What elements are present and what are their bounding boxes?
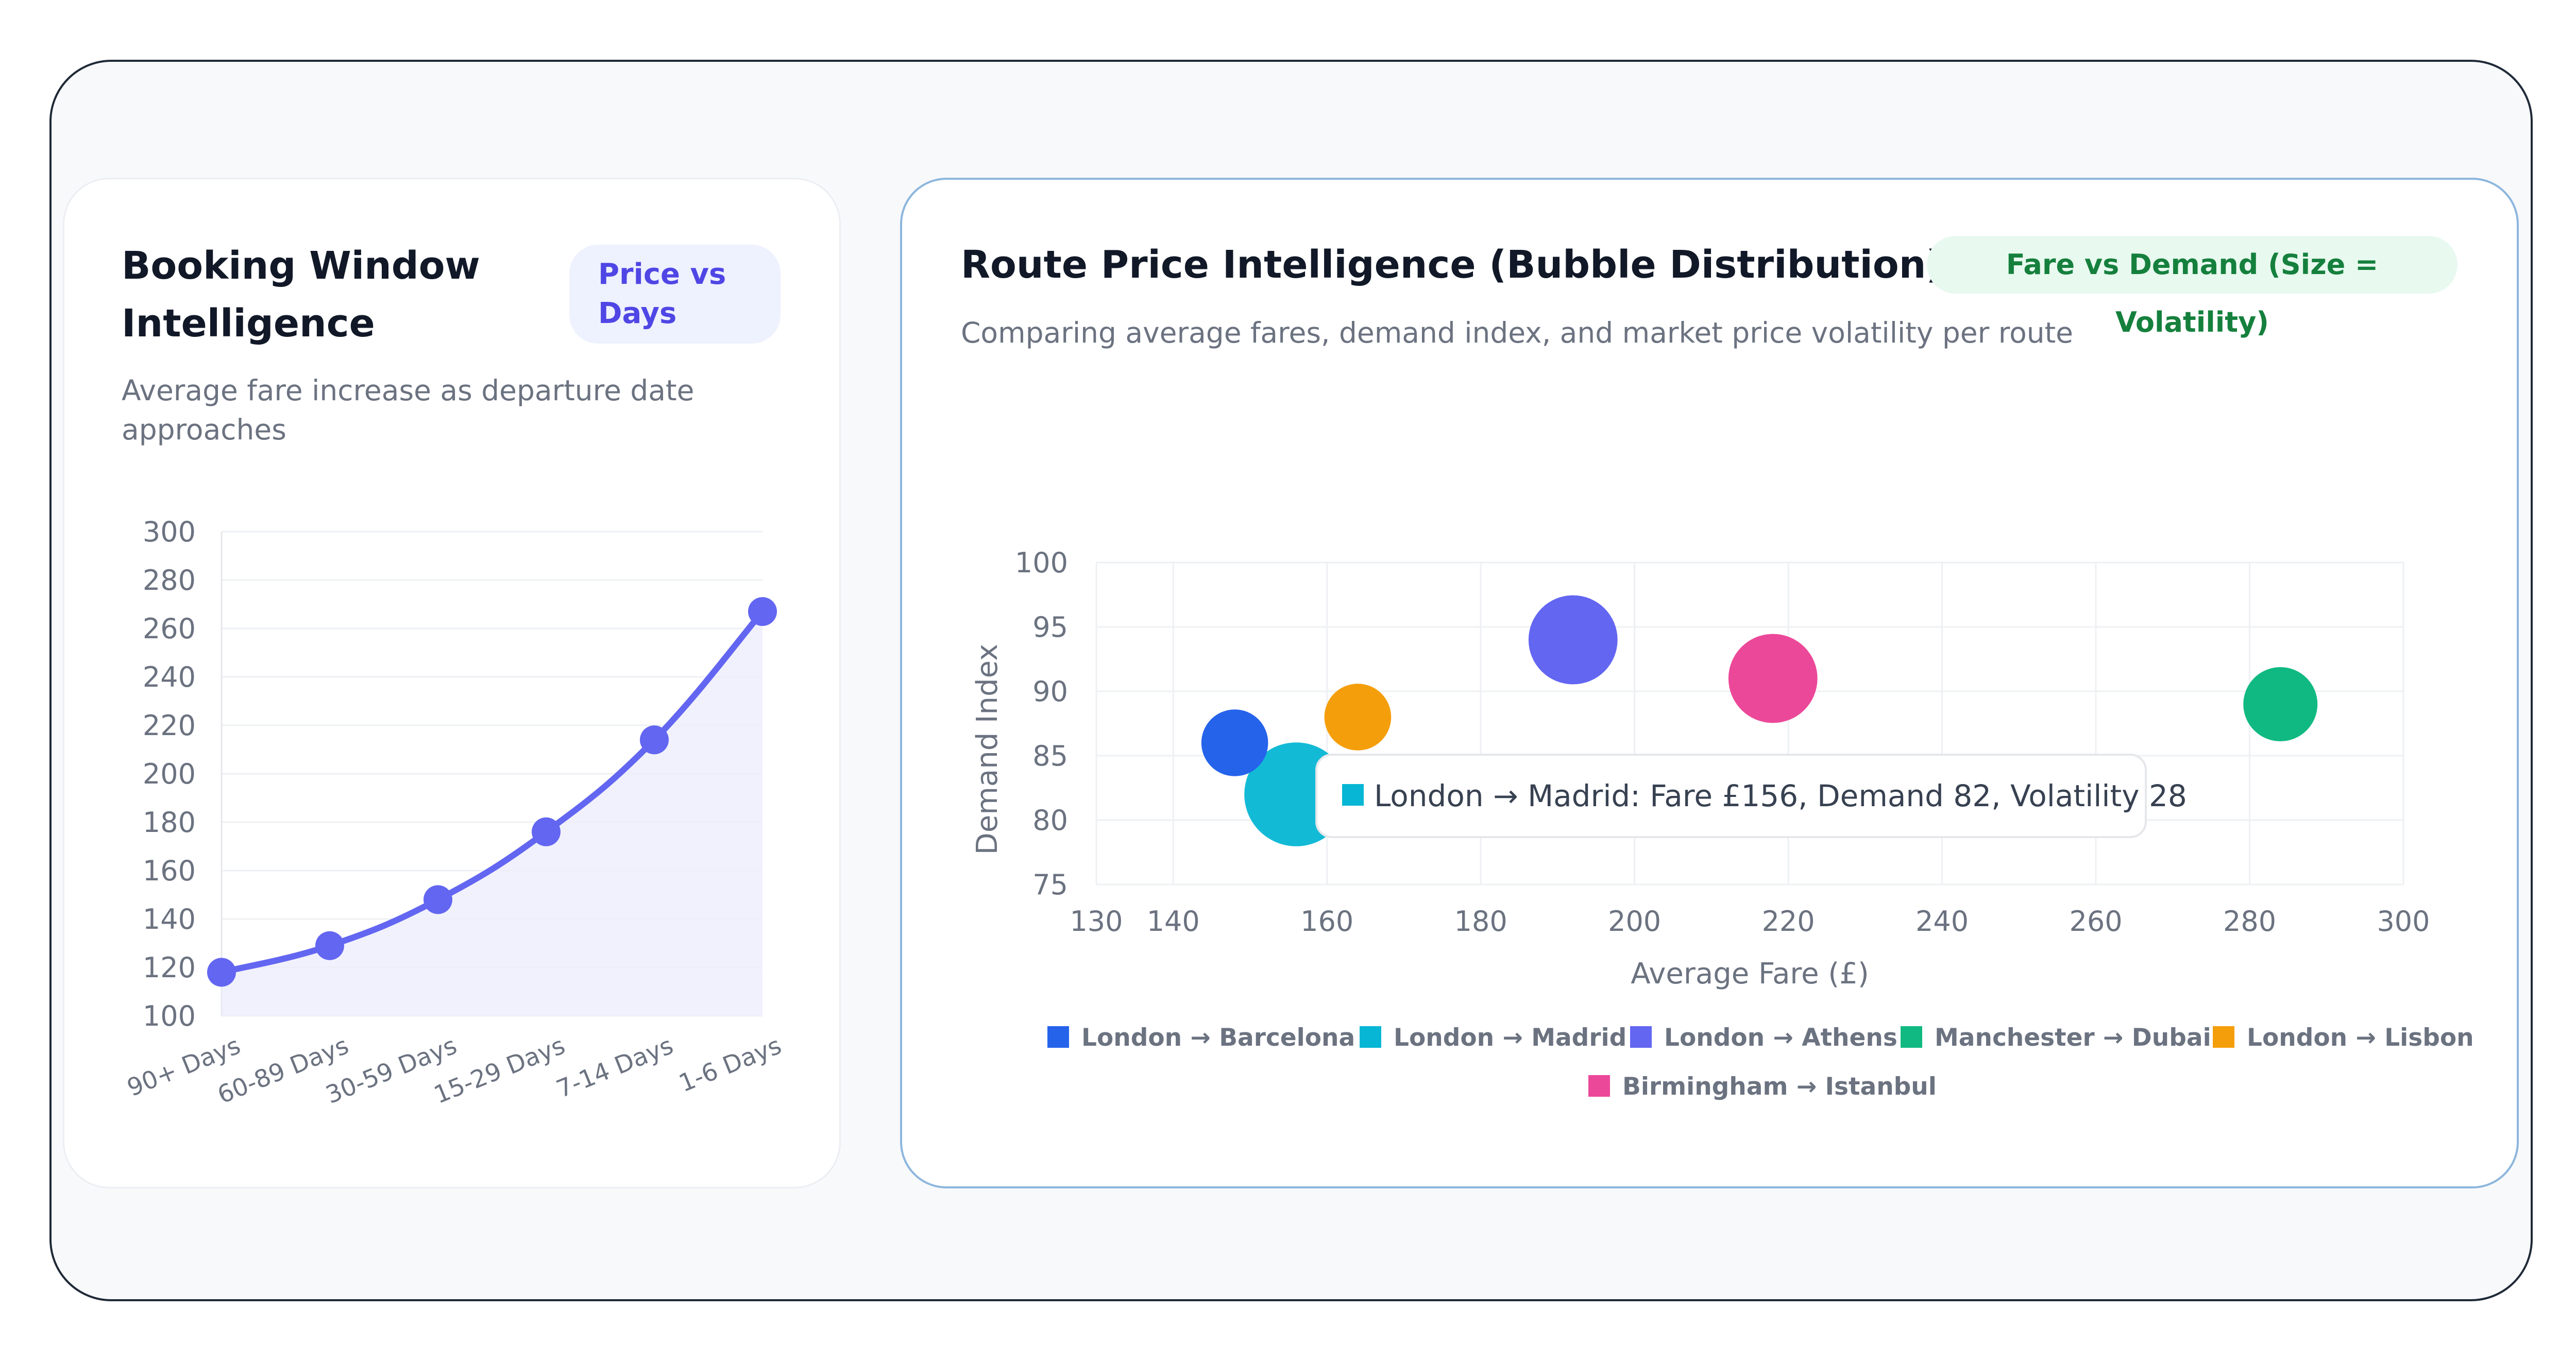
legend-label: London → Madrid [1394,1024,1626,1052]
bubble-chart-legend: London → Barcelona London → Madrid London … [1047,1024,2474,1101]
tooltip-text: London → Madrid: Fare £156, Demand 82, V… [1374,778,2187,813]
line-chart-y-tick: 200 [143,758,196,790]
line-chart-y-tick: 220 [143,709,196,742]
route-price-title: Route Price Intelligence (Bubble Distrib… [961,243,1944,287]
legend-label: London → Athens [1664,1024,1897,1052]
price-vs-days-badge-line2: Days [598,297,677,330]
price-vs-days-badge-line1: Price vs [598,258,726,291]
tooltip-box [1315,754,2147,838]
bubble-chart-x-tick: 130 [1070,905,1123,938]
booking-window-title: Booking Window Intelligence [122,237,480,352]
line-chart-point [315,931,344,960]
line-chart-y-tick: 300 [143,516,196,548]
legend-swatch [1047,1026,1069,1048]
route-price-bubble-chart: 130 140 160 180 200 220 240 260 280 300 75 80 85 90 95… [971,547,2474,1101]
line-chart-point [532,817,561,846]
bubble-chart-x-tick: 280 [2223,905,2276,938]
legend-label: London → Lisbon [2247,1024,2474,1052]
bubble-chart-x-axis-title: Average Fare (£) [1631,957,1869,991]
line-chart-area [222,611,762,1016]
bubble-chart-x-tick: 260 [2070,905,2123,938]
bubble-chart-y-axis-title: Demand Index [971,644,1004,855]
line-chart-y-tick: 260 [143,613,196,645]
bubble-chart-bubble [1528,595,1618,685]
line-chart-x-tick: 7-14 Days [552,1031,677,1103]
booking-window-title-line2: Intelligence [122,301,375,346]
legend-label: London → Barcelona [1081,1024,1355,1052]
bubble-chart-y-tick: 90 [1032,675,1068,708]
bubble-chart-bubble [1201,709,1268,776]
line-chart-point [207,958,236,987]
booking-window-subtitle-line2: approaches [122,413,286,446]
bubble-chart-y-tick: 95 [1032,611,1068,643]
bubble-chart-bubble [2243,667,2318,741]
line-chart-y-tick: 100 [143,1000,196,1032]
fare-vs-demand-badge: Fare vs Demand (Size = Volatility) [1927,236,2458,338]
legend-label: Birmingham → Istanbul [1622,1073,1937,1101]
tooltip-swatch [1340,782,1366,808]
booking-window-subtitle-line1: Average fare increase as departure date [122,374,694,407]
bubble-chart-y-tick: 80 [1032,804,1068,837]
bubble-chart-x-tick: 200 [1608,905,1661,938]
line-chart-x-tick: 1-6 Days [675,1031,785,1098]
route-price-subtitle: Comparing average fares, demand index, a… [961,316,2074,349]
line-chart-y-tick: 240 [143,661,196,693]
line-chart-point [748,597,777,626]
legend-swatch [1901,1026,1922,1048]
line-chart-point [423,885,452,914]
line-chart-y-tick: 280 [143,564,196,597]
line-chart-y-tick: 120 [143,951,196,984]
legend-swatch [1630,1026,1652,1048]
bubble-chart-tooltip: London → Madrid: Fare £156, Demand 82, V… [1315,754,2187,838]
price-vs-days-badge: Price vs Days [569,245,781,344]
line-chart-y-tick: 180 [143,806,196,839]
bubble-chart-x-tick: 300 [2377,905,2430,938]
line-chart-y-tick: 160 [143,855,196,887]
legend-label: Manchester → Dubai [1935,1024,2211,1052]
legend-swatch [1588,1075,1610,1097]
bubble-chart-bubble [1324,684,1392,751]
bubble-chart-x-tick: 140 [1147,905,1200,938]
legend-swatch [1360,1026,1381,1048]
line-chart-point [640,725,669,755]
bubble-chart-y-tick: 75 [1032,869,1068,901]
line-chart-y-tick: 140 [143,903,196,935]
bubble-chart-x-tick: 240 [1916,905,1969,938]
bubble-chart-x-tick: 180 [1454,905,1507,938]
booking-window-title-line1: Booking Window [122,244,480,288]
bubble-chart-x-tick: 220 [1762,905,1815,938]
bubble-chart-y-tick: 85 [1032,740,1068,772]
bubble-chart-bubble [1728,634,1818,723]
booking-window-subtitle: Average fare increase as departure date … [122,371,694,449]
bubble-chart-y-tick: 100 [1015,547,1068,579]
bubble-chart-x-tick: 160 [1300,905,1353,938]
legend-swatch [2213,1026,2234,1048]
